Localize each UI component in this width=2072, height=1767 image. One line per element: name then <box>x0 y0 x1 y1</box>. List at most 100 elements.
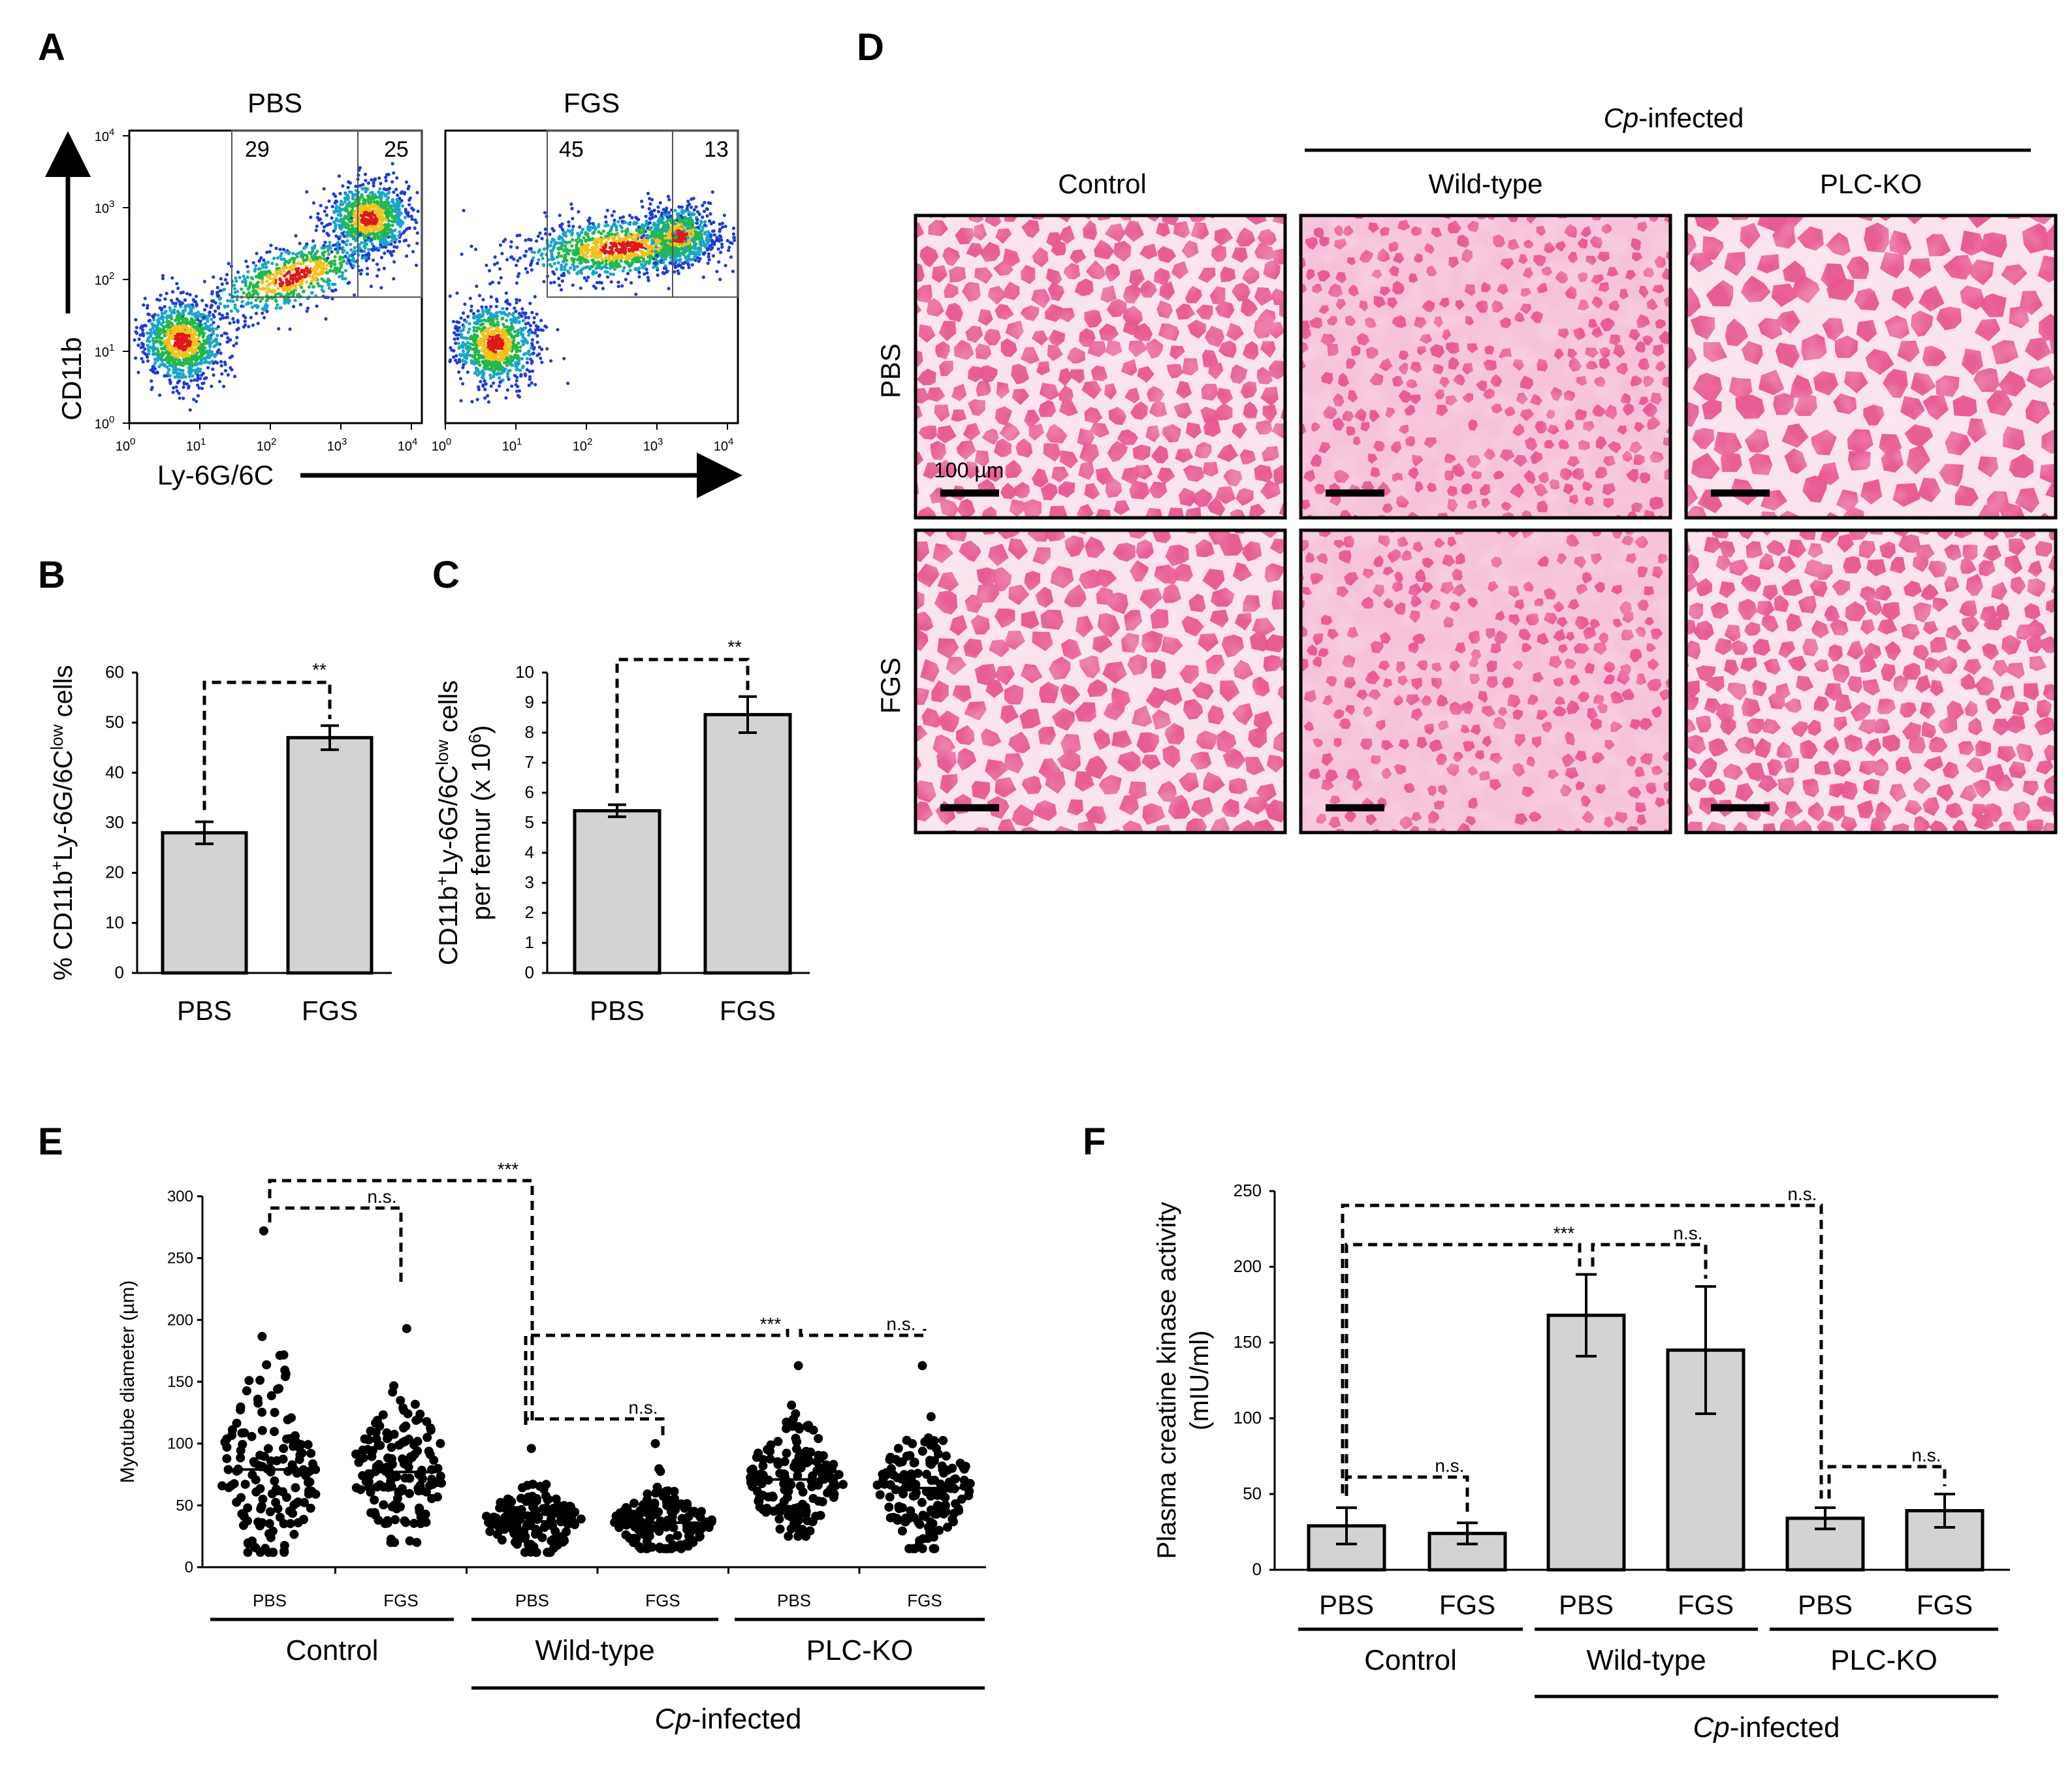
flow-event <box>539 319 543 323</box>
flow-event <box>639 240 643 244</box>
flow-event <box>643 272 646 276</box>
flow-event <box>392 260 396 264</box>
flow-event <box>673 270 677 274</box>
flow-event <box>340 207 345 212</box>
flow-event <box>473 358 477 362</box>
flow-event <box>681 211 685 215</box>
flow-event <box>210 290 214 294</box>
flow-event <box>557 276 561 281</box>
flow-event <box>325 213 328 217</box>
flow-event <box>362 249 366 253</box>
flow-event <box>453 337 456 342</box>
flow-event <box>291 251 295 255</box>
flow-event <box>366 251 371 255</box>
flow-event <box>374 225 377 229</box>
flow-event <box>550 249 554 253</box>
flow-event <box>196 394 200 398</box>
flow-event <box>201 335 205 339</box>
gate-pbs-left: 29 <box>245 137 270 162</box>
flow-event <box>256 321 260 325</box>
flow-event <box>249 276 254 279</box>
flow-event <box>156 351 160 355</box>
flow-event <box>541 257 545 261</box>
flow-event <box>635 233 639 237</box>
flow-event <box>536 328 541 332</box>
flow-event <box>454 333 458 337</box>
flow-event <box>349 219 353 223</box>
flow-event <box>364 259 368 263</box>
flow-event <box>288 288 292 292</box>
flow-event <box>341 246 345 249</box>
flow-event <box>472 326 476 330</box>
flow-event <box>211 313 215 317</box>
flow-event <box>368 212 372 215</box>
flow-event <box>313 260 317 264</box>
flow-event <box>399 191 403 195</box>
flow-event <box>291 278 295 281</box>
flow-event <box>215 285 219 289</box>
flow-event <box>513 306 517 310</box>
flow-event <box>234 279 238 283</box>
flow-event <box>339 264 343 268</box>
flow-event <box>251 289 255 293</box>
flow-event <box>569 266 573 270</box>
flow-event <box>338 206 342 210</box>
flow-event <box>468 342 473 346</box>
flow-event <box>334 288 338 292</box>
flow-event <box>179 291 183 295</box>
flow-event <box>690 263 694 267</box>
flow-event <box>200 358 204 362</box>
flow-event <box>520 314 524 318</box>
flow-event <box>258 259 262 263</box>
flow-event <box>178 346 182 350</box>
flow-event <box>620 229 624 233</box>
flow-event <box>376 227 380 231</box>
flow-event <box>495 314 499 318</box>
flow-event <box>668 249 672 253</box>
flow-event <box>353 246 357 250</box>
flow-event <box>454 325 458 328</box>
flow-event <box>390 199 394 204</box>
flow-event <box>140 328 145 332</box>
flow-event <box>269 244 273 247</box>
flow-event <box>282 269 286 273</box>
flow-event <box>508 368 512 373</box>
flow-event <box>219 334 224 338</box>
flow-event <box>202 342 206 345</box>
flow-event <box>652 208 656 212</box>
flow-event <box>282 257 286 261</box>
flow-event <box>532 345 536 350</box>
flow-event <box>521 335 525 340</box>
flow-event <box>633 266 638 270</box>
flow-event <box>495 299 499 303</box>
flow-event <box>605 266 609 270</box>
flow-event <box>560 247 564 251</box>
flow-event <box>342 220 345 224</box>
flow-event <box>695 217 699 222</box>
flow-event <box>336 240 340 245</box>
flow-event <box>189 319 193 323</box>
flow-event <box>550 237 555 241</box>
flow-event <box>379 286 383 290</box>
flow-event <box>354 184 358 188</box>
flow-event <box>665 227 669 231</box>
flow-event <box>635 228 639 232</box>
flow-event <box>472 316 476 320</box>
flow-event <box>513 330 517 334</box>
flow-event <box>641 205 645 209</box>
flow-event <box>373 234 377 238</box>
flow-event <box>322 266 326 270</box>
flow-event <box>698 257 702 261</box>
flow-event <box>355 237 359 241</box>
flow-event <box>700 229 704 232</box>
flow-event <box>509 321 514 325</box>
flow-event <box>580 242 584 246</box>
flow-event <box>511 311 515 315</box>
flow-event <box>692 252 695 256</box>
flow-event <box>281 288 285 292</box>
flow-event <box>502 323 505 326</box>
flow-event <box>686 263 690 267</box>
flow-event <box>345 215 349 219</box>
flow-event <box>261 311 264 315</box>
